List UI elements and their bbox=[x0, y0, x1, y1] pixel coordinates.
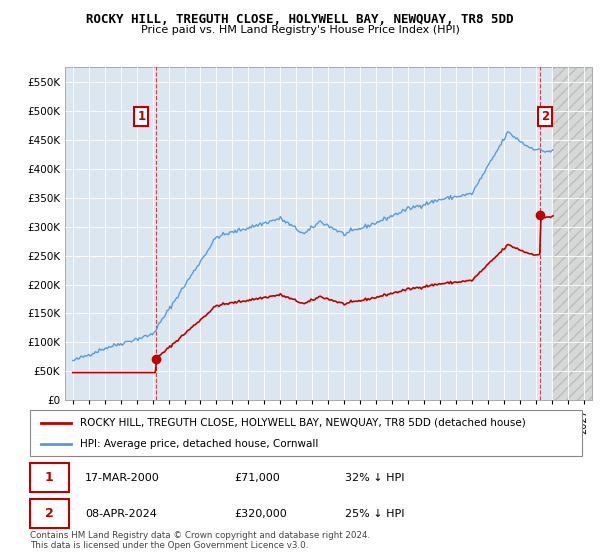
Bar bbox=[30, 463, 68, 492]
Text: 08-APR-2024: 08-APR-2024 bbox=[85, 508, 157, 519]
Bar bbox=[551, 67, 592, 400]
Text: 1: 1 bbox=[45, 471, 53, 484]
Text: 1: 1 bbox=[137, 110, 145, 123]
Text: 32% ↓ HPI: 32% ↓ HPI bbox=[344, 473, 404, 483]
Text: 2: 2 bbox=[541, 110, 550, 123]
Bar bbox=[30, 499, 68, 528]
Bar bbox=[551, 67, 592, 400]
Text: £320,000: £320,000 bbox=[234, 508, 287, 519]
Text: Price paid vs. HM Land Registry's House Price Index (HPI): Price paid vs. HM Land Registry's House … bbox=[140, 25, 460, 35]
Text: 17-MAR-2000: 17-MAR-2000 bbox=[85, 473, 160, 483]
Text: ROCKY HILL, TREGUTH CLOSE, HOLYWELL BAY, NEWQUAY, TR8 5DD (detached house): ROCKY HILL, TREGUTH CLOSE, HOLYWELL BAY,… bbox=[80, 418, 526, 428]
Text: ROCKY HILL, TREGUTH CLOSE, HOLYWELL BAY, NEWQUAY, TR8 5DD: ROCKY HILL, TREGUTH CLOSE, HOLYWELL BAY,… bbox=[86, 13, 514, 26]
Text: £71,000: £71,000 bbox=[234, 473, 280, 483]
Bar bbox=[551, 67, 592, 400]
Text: 2: 2 bbox=[45, 507, 53, 520]
Text: 25% ↓ HPI: 25% ↓ HPI bbox=[344, 508, 404, 519]
Text: Contains HM Land Registry data © Crown copyright and database right 2024.
This d: Contains HM Land Registry data © Crown c… bbox=[30, 531, 370, 550]
Text: HPI: Average price, detached house, Cornwall: HPI: Average price, detached house, Corn… bbox=[80, 439, 318, 449]
